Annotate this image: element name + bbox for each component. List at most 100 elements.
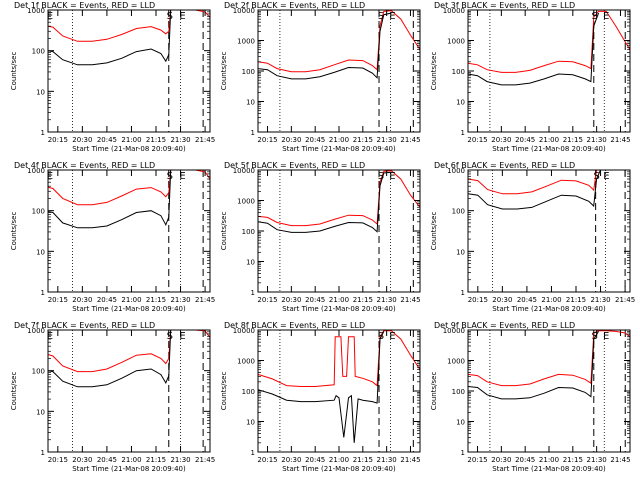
x-tick-label: 21:00 — [329, 136, 349, 144]
y-tick-label: 100 — [242, 388, 255, 396]
x-tick-label: 20:30 — [491, 136, 511, 144]
x-axis-label: Start Time (21-Mar-08 20:09:40) — [72, 465, 186, 473]
x-tick-label: 20:30 — [491, 456, 511, 464]
y-tick-label: 10 — [36, 248, 45, 256]
series-line-lld — [467, 10, 631, 73]
event-marker-label: E — [179, 171, 185, 182]
event-marker-label: E — [179, 331, 185, 342]
event-marker-label: E — [389, 331, 395, 342]
series-line-events — [257, 171, 392, 233]
x-tick-label: 21:45 — [400, 456, 420, 464]
y-tick-label: 100 — [452, 68, 465, 76]
y-tick-label: 10 — [456, 99, 465, 107]
x-tick-label: 21:45 — [610, 136, 630, 144]
x-tick-label: 20:45 — [305, 296, 325, 304]
x-axis-label: Start Time (21-Mar-08 20:09:40) — [492, 145, 606, 153]
x-tick-label: 21:15 — [566, 296, 586, 304]
series-line-events — [257, 12, 392, 80]
x-tick-label: 21:30 — [170, 456, 190, 464]
y-tick-label: 1 — [41, 289, 45, 297]
x-tick-label: 21:15 — [146, 136, 166, 144]
chart-title: Det 3f BLACK = Events, RED = LLD — [434, 1, 575, 10]
event-marker-label: E — [603, 171, 609, 182]
x-tick-label: 21:45 — [195, 136, 215, 144]
y-tick-label: 1000 — [237, 358, 255, 366]
y-tick-label: 1 — [41, 449, 45, 457]
x-tick-label: 21:45 — [195, 296, 215, 304]
chart-title: Det 9f BLACK = Events, RED = LLD — [434, 321, 575, 330]
event-marker-label: S — [592, 331, 598, 342]
y-axis-label: Counts/sec — [220, 372, 228, 411]
chart-panel-2: Det 2f BLACK = Events, RED = LLD 1 10 100 10… — [220, 1, 421, 153]
chart-title: Det 6f BLACK = Events, RED = LLD — [434, 161, 575, 170]
x-tick-label: 20:15 — [48, 296, 68, 304]
x-tick-label: 21:00 — [329, 296, 349, 304]
chart-panel-8: Det 8f BLACK = Events, RED = LLD 1 10 100 10… — [220, 321, 421, 473]
x-tick-label: 21:45 — [400, 136, 420, 144]
x-tick-label: 21:30 — [170, 296, 190, 304]
y-axis-label: Counts/sec — [10, 372, 18, 411]
y-tick-label: 1000 — [27, 327, 45, 335]
x-tick-label: 21:30 — [377, 456, 397, 464]
y-tick-label: 10000 — [233, 327, 255, 335]
chart-panel-4: Det 4f BLACK = Events, RED = LLD 1 10 100 10… — [10, 161, 215, 313]
y-tick-label: 1000 — [447, 38, 465, 46]
axes-frame — [47, 329, 211, 453]
y-axis-label: Counts/sec — [430, 52, 438, 91]
x-tick-label: 21:30 — [377, 296, 397, 304]
series-line-events — [47, 169, 172, 229]
x-tick-label: 20:15 — [48, 136, 68, 144]
x-tick-label: 20:30 — [72, 296, 92, 304]
x-tick-label: 20:15 — [468, 296, 488, 304]
x-tick-label: 20:15 — [467, 456, 487, 464]
x-tick-label: 20:45 — [97, 296, 117, 304]
y-tick-label: 1 — [461, 289, 465, 297]
chart-title: Det 7f BLACK = Events, RED = LLD — [14, 321, 155, 330]
y-tick-label: 1000 — [447, 358, 465, 366]
event-marker-label: S — [167, 331, 173, 342]
axes-frame — [47, 9, 211, 133]
x-tick-label: 20:30 — [72, 136, 92, 144]
x-tick-label: 21:15 — [146, 456, 166, 464]
x-tick-label: 20:45 — [97, 136, 117, 144]
x-tick-label: 20:30 — [72, 456, 92, 464]
event-marker-label: E — [179, 11, 185, 22]
y-axis-label: Counts/sec — [220, 212, 228, 251]
x-axis-label: Start Time (21-Mar-08 20:09:40) — [282, 465, 396, 473]
series-line-events — [47, 9, 172, 66]
series-line-lld — [257, 10, 421, 73]
x-tick-label: 21:00 — [539, 136, 559, 144]
y-axis-label: Counts/sec — [430, 212, 438, 251]
x-tick-label: 21:30 — [587, 136, 607, 144]
y-tick-label: 1 — [461, 129, 465, 137]
y-tick-label: 10 — [456, 248, 465, 256]
x-tick-label: 20:15 — [467, 136, 487, 144]
series-line-events — [257, 331, 385, 443]
event-marker-label: E — [389, 171, 395, 182]
chart-title: Det 8f BLACK = Events, RED = LLD — [224, 321, 365, 330]
series-line-lld — [257, 170, 421, 227]
x-tick-label: 21:00 — [121, 456, 141, 464]
x-tick-label: 20:30 — [281, 296, 301, 304]
y-tick-label: 100 — [32, 208, 45, 216]
event-marker-label: E — [603, 11, 609, 22]
x-tick-label: 20:45 — [515, 136, 535, 144]
y-tick-label: 1000 — [447, 167, 465, 175]
event-marker-label: E — [47, 331, 53, 342]
x-tick-label: 20:15 — [257, 456, 277, 464]
x-tick-label: 21:00 — [121, 136, 141, 144]
x-tick-label: 21:45 — [195, 456, 215, 464]
x-tick-label: 20:45 — [97, 456, 117, 464]
series-line-lld — [257, 330, 421, 387]
event-marker-label: S — [378, 11, 384, 22]
event-marker-label: S — [167, 11, 173, 22]
axes-frame — [257, 329, 421, 453]
series-line-lld — [467, 330, 631, 387]
y-tick-label: 10000 — [233, 7, 255, 15]
x-tick-label: 20:15 — [48, 456, 68, 464]
chart-panel-7: Det 7f BLACK = Events, RED = LLD 1 10 100 10… — [10, 321, 215, 473]
y-tick-label: 100 — [242, 228, 255, 236]
y-axis-label: Counts/sec — [10, 52, 18, 91]
event-marker-label: S — [592, 11, 598, 22]
